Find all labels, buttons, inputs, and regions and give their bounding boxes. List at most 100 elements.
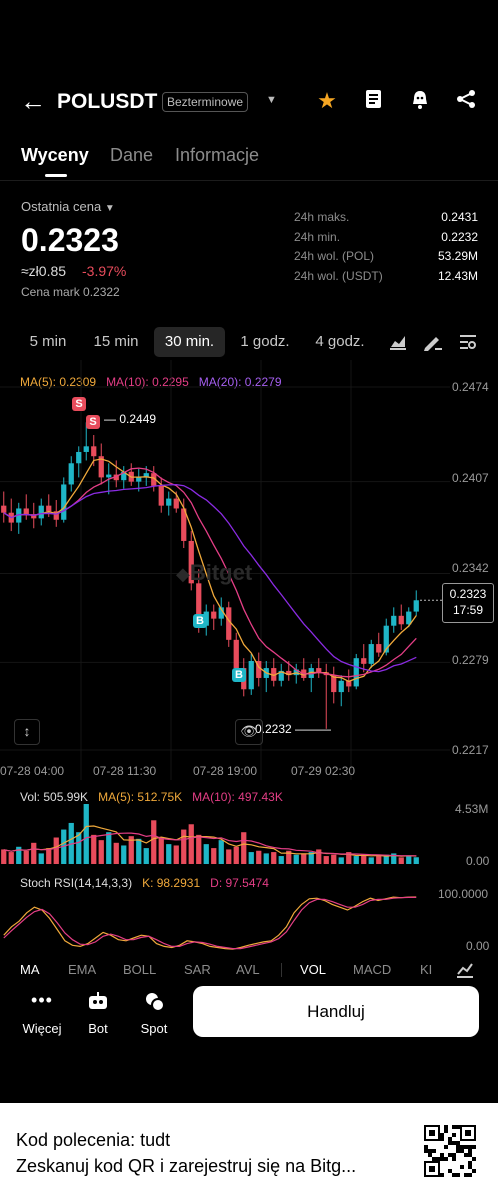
candle	[143, 473, 149, 478]
qr-module	[440, 1157, 444, 1161]
candle	[158, 485, 164, 506]
back-arrow-icon[interactable]: ←	[20, 86, 46, 116]
volume-legend: Vol: 505.99K MA(5): 512.75K MA(10): 497.…	[20, 790, 283, 804]
volume-bar	[316, 849, 322, 864]
chart-type-icon[interactable]	[388, 332, 408, 357]
volume-bar	[211, 848, 217, 864]
qr-module	[452, 1125, 456, 1129]
qr-finder	[465, 1130, 471, 1136]
volume-bar	[8, 852, 14, 864]
volume-bar	[293, 854, 299, 864]
ma5-line	[3, 458, 417, 683]
stat-vol-pol: 24h wol. (POL) 53.29M	[294, 249, 478, 263]
indicator-vol[interactable]: VOL	[300, 962, 327, 977]
sell-marker: S	[86, 415, 100, 429]
alarm-bell-icon[interactable]	[407, 88, 433, 114]
stats-panel: 24h maks. 0.2431 24h min. 0.2232 24h wol. …	[294, 210, 478, 288]
share-icon[interactable]	[453, 88, 479, 114]
indicator-sar[interactable]: SAR	[184, 962, 211, 977]
last-price: 0.2323	[21, 222, 119, 258]
symbol-title[interactable]: POLUSDT	[57, 90, 158, 113]
volume-bar	[406, 856, 412, 864]
qr-module	[464, 1173, 468, 1177]
volume-bar	[188, 824, 194, 864]
candle	[398, 615, 404, 625]
bot-label[interactable]: Bot	[88, 1021, 108, 1036]
qr-code	[424, 1125, 476, 1177]
trade-button[interactable]: Handluj	[193, 986, 479, 1037]
volume-bar	[346, 852, 352, 864]
bot-icon[interactable]	[87, 992, 109, 1017]
candle	[278, 670, 284, 681]
volume-bar	[31, 842, 37, 864]
candle	[226, 607, 232, 640]
qr-finder	[429, 1166, 435, 1172]
volume-bar	[23, 850, 29, 864]
candle	[376, 644, 382, 653]
volume-bar	[256, 850, 262, 864]
eye-icon[interactable]: 👁	[235, 719, 263, 745]
tab-informacje[interactable]: Informacje	[175, 145, 260, 165]
qr-module	[440, 1153, 444, 1157]
chevron-down-icon[interactable]: ▼	[266, 94, 277, 106]
candle	[91, 446, 97, 457]
timeframe-1h[interactable]: 1 godz.	[240, 333, 290, 350]
volume-bar	[53, 837, 59, 864]
qr-module	[452, 1173, 456, 1177]
last-price-label[interactable]: Ostatnia cena ▼	[21, 199, 115, 214]
indicator-ema[interactable]: EMA	[68, 962, 97, 977]
indicator-settings-icon[interactable]	[456, 962, 474, 983]
qr-module	[444, 1145, 448, 1149]
candle	[83, 446, 89, 452]
qr-module	[464, 1153, 468, 1157]
expand-vertical-icon[interactable]: ↕	[14, 719, 40, 745]
x-tick: 07-28 04:00	[0, 764, 65, 778]
candle	[1, 505, 7, 513]
more-label[interactable]: Więcej	[22, 1021, 62, 1036]
qr-module	[468, 1161, 472, 1165]
stat-low: 24h min. 0.2232	[294, 229, 478, 244]
star-favorite-icon[interactable]: ★	[317, 88, 337, 113]
qr-module	[432, 1149, 436, 1153]
tab-dane[interactable]: Dane	[110, 145, 154, 165]
candle	[38, 505, 44, 519]
chart-settings-icon[interactable]	[458, 332, 478, 357]
candle	[406, 611, 412, 625]
candle	[166, 498, 172, 506]
tab-wyceny[interactable]: Wyceny	[21, 145, 89, 165]
indicator-ma[interactable]: MA	[20, 962, 40, 977]
qr-module	[440, 1137, 444, 1141]
qr-module	[460, 1149, 464, 1153]
timeframe-30min[interactable]: 30 min.	[154, 327, 225, 357]
qr-module	[444, 1129, 448, 1133]
indicator-boll[interactable]: BOLL	[123, 962, 157, 977]
vol-y-tick: 4.53M	[455, 802, 489, 816]
indicator-ki[interactable]: KI	[420, 962, 433, 977]
volume-bar	[106, 832, 112, 864]
candle	[218, 607, 224, 619]
spot-label[interactable]: Spot	[140, 1021, 168, 1036]
qr-module	[456, 1141, 460, 1145]
qr-module	[452, 1153, 456, 1157]
qr-module	[468, 1149, 472, 1153]
candle	[353, 658, 359, 687]
indicator-macd[interactable]: MACD	[353, 962, 392, 977]
notebook-icon[interactable]	[360, 88, 386, 114]
contract-type-badge[interactable]: Bezterminowe	[162, 92, 249, 112]
candlestick-chart[interactable]	[0, 360, 498, 780]
draw-pen-icon[interactable]	[422, 332, 444, 357]
timeframe-15min[interactable]: 15 min	[93, 333, 139, 350]
more-icon[interactable]: •••	[31, 990, 53, 1010]
volume-bar	[143, 848, 149, 864]
high-annotation: — 0.2449	[104, 412, 157, 426]
spot-icon[interactable]	[143, 990, 167, 1019]
timeframe-4h[interactable]: 4 godz.	[315, 333, 365, 350]
qr-module	[448, 1141, 452, 1145]
candle	[181, 508, 187, 541]
indicator-avl[interactable]: AVL	[236, 962, 260, 977]
ma20-line	[3, 483, 417, 673]
qr-module	[424, 1145, 428, 1149]
candle	[211, 611, 217, 619]
timeframe-5min[interactable]: 5 min	[29, 333, 67, 350]
buy-marker: B	[232, 668, 246, 682]
